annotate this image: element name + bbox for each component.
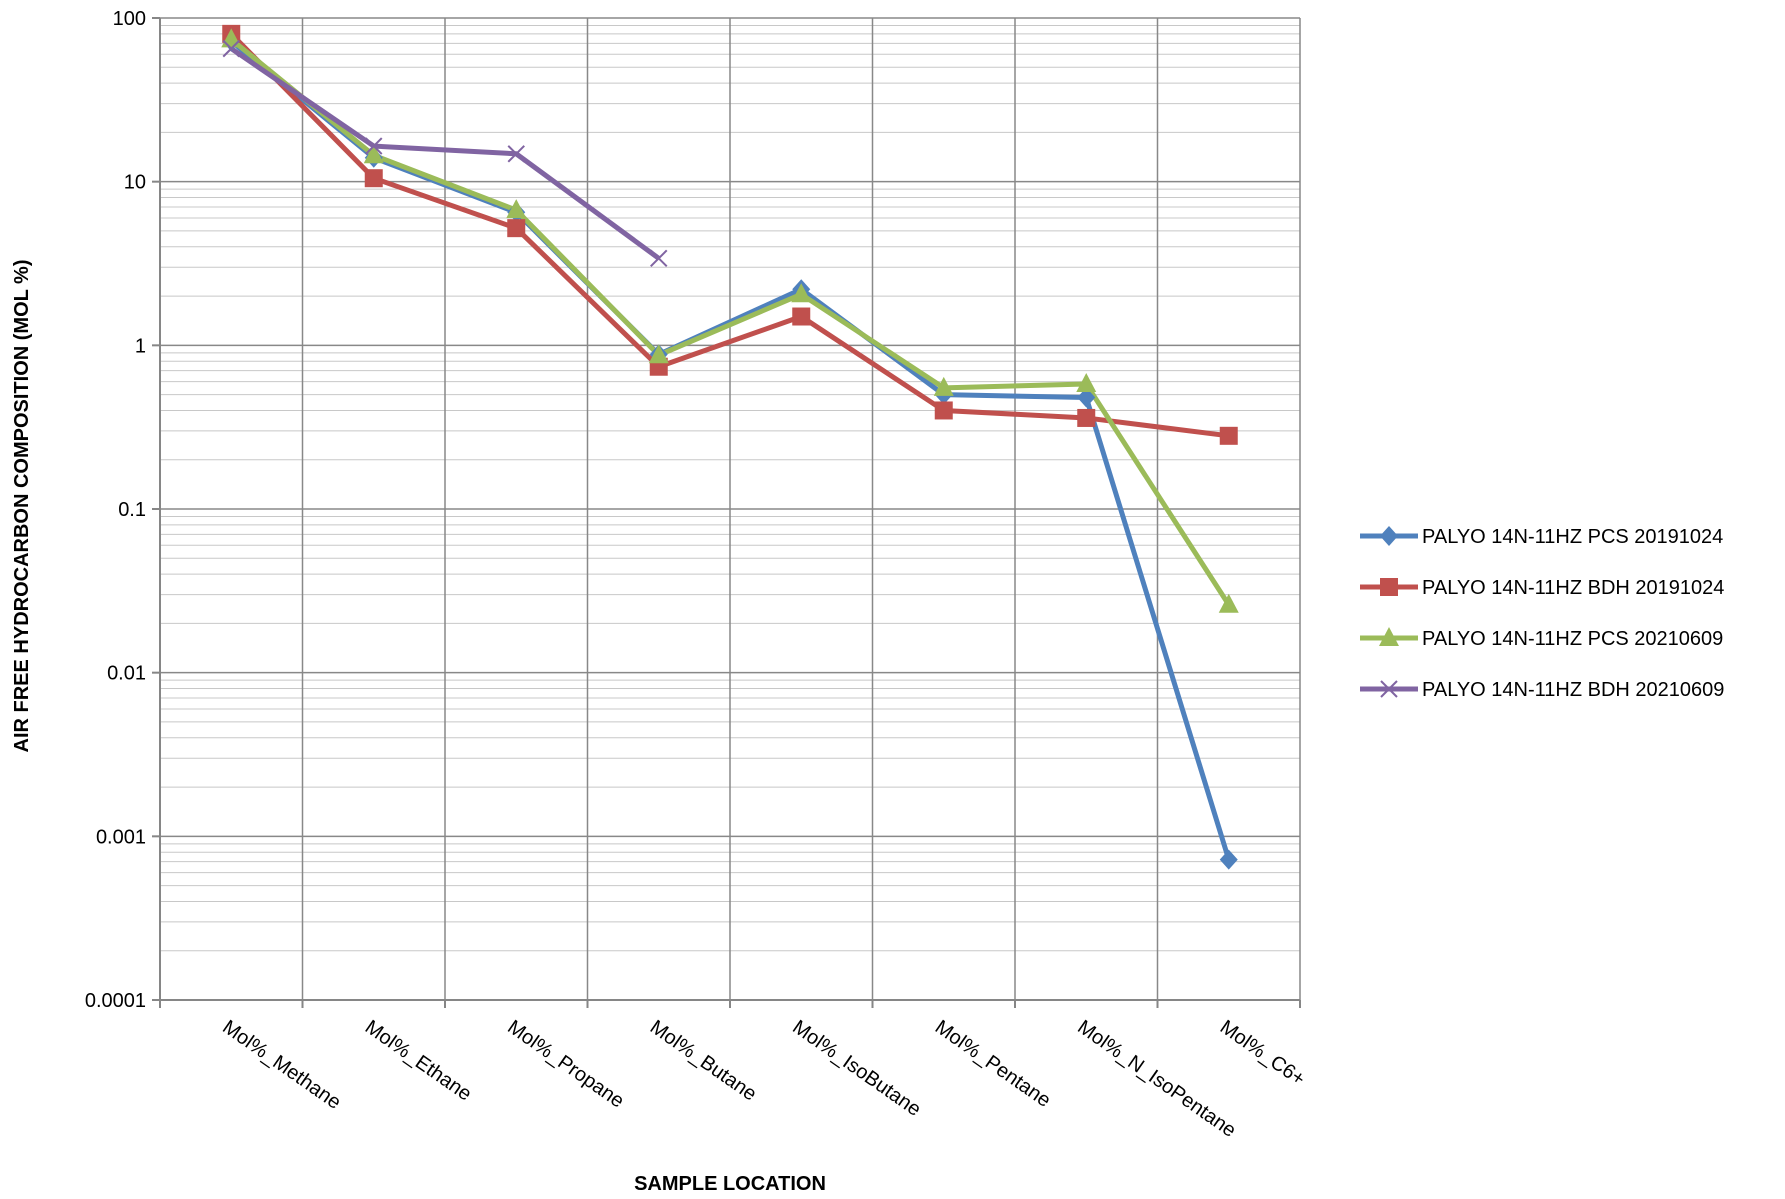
- y-tick-label: 10: [124, 172, 146, 194]
- data-point-series-3: [648, 344, 669, 364]
- legend-label-4: PALYO 14N-11HZ BDH 20210609: [1422, 679, 1724, 701]
- legend-marker-4: [1380, 680, 1398, 698]
- y-tick-label: 100: [113, 8, 146, 30]
- series-line-2: [229, 32, 1230, 439]
- data-point-series-4: [650, 249, 668, 268]
- x-tick-label: Mol%_N_IsoPentane: [1073, 1016, 1240, 1142]
- data-point-series-1: [1077, 387, 1096, 408]
- data-point-series-2: [364, 169, 383, 188]
- x-tick-label: Mol%_IsoButane: [788, 1016, 924, 1121]
- x-tick-label: Mol%_Butane: [646, 1016, 761, 1105]
- data-point-series-2: [934, 401, 953, 420]
- y-tick-label: 1: [135, 335, 146, 357]
- legend-marker-1: [1380, 526, 1398, 546]
- data-point-series-3: [363, 144, 384, 164]
- data-point-series-3: [506, 199, 527, 219]
- legend-label-1: PALYO 14N-11HZ PCS 20191024: [1422, 526, 1723, 548]
- data-point-series-4: [222, 39, 240, 58]
- series-markers: [221, 24, 1239, 870]
- y-tick-label: 0.001: [96, 826, 146, 848]
- y-tick-label: 0.1: [118, 499, 146, 521]
- grid: [160, 17, 1301, 1001]
- series-lines: [229, 32, 1232, 861]
- y-axis-title: AIR FREE HYDROCARBON COMPOSITION (MOL %): [11, 260, 33, 753]
- x-tick-label: Mol%_C6+: [1216, 1016, 1309, 1090]
- axes: [152, 17, 1301, 1008]
- x-tick-label: Mol%_Pentane: [931, 1016, 1055, 1112]
- data-point-series-3: [933, 376, 954, 396]
- x-tick-label: Mol%_Ethane: [361, 1016, 476, 1105]
- data-point-series-2: [792, 307, 811, 326]
- legend-marker-3: [1379, 627, 1399, 646]
- legend-marker-2: [1380, 578, 1398, 596]
- data-point-series-4: [365, 137, 383, 155]
- legend: PALYO 14N-11HZ PCS 20191024 PALYO 14N-11H…: [1360, 526, 1724, 701]
- legend-label-2: PALYO 14N-11HZ BDH 20191024: [1422, 577, 1724, 599]
- data-point-series-3: [791, 283, 812, 303]
- series-line-3: [229, 37, 1231, 607]
- legend-label-3: PALYO 14N-11HZ PCS 20210609: [1422, 628, 1723, 650]
- x-tick-label: Mol%_Propane: [503, 1016, 628, 1112]
- x-axis-title: SAMPLE LOCATION: [634, 1173, 826, 1194]
- y-tick-label: 0.0001: [85, 990, 146, 1012]
- data-point-series-2: [507, 219, 526, 238]
- data-point-series-3: [1218, 593, 1239, 613]
- series-line-4: [229, 46, 661, 261]
- data-point-series-1: [1219, 849, 1238, 870]
- data-point-series-4: [507, 145, 525, 163]
- data-point-series-2: [1077, 408, 1096, 427]
- data-point-series-3: [1076, 373, 1097, 393]
- data-point-series-2: [1219, 426, 1238, 445]
- x-tick-label: Mol%_Methane: [218, 1016, 344, 1114]
- y-tick-label: 0.01: [107, 663, 146, 685]
